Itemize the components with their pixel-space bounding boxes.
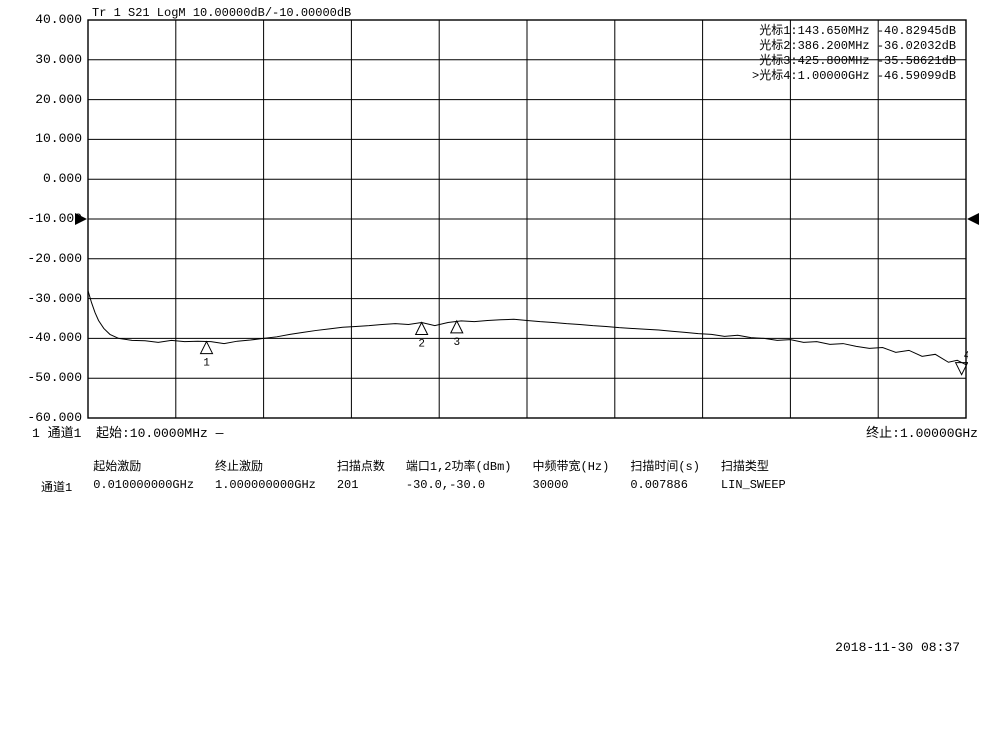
marker-line: 光标1:143.650MHz -40.82945dB xyxy=(752,24,956,39)
stop-freq: 终止:1.00000GHz xyxy=(866,422,978,441)
param-table: 起始激励终止激励扫描点数端口1,2功率(dBm)中频带宽(Hz)扫描时间(s)扫… xyxy=(38,454,806,498)
marker-line: 光标3:425.800MHz -35.58621dB xyxy=(752,54,956,69)
y-tick-label: -10.000 xyxy=(22,211,82,226)
param-header: 中频带宽(Hz) xyxy=(532,456,628,475)
y-tick-label: 0.000 xyxy=(22,171,82,186)
marker-line: 光标2:386.200MHz -36.02032dB xyxy=(752,39,956,54)
svg-text:4: 4 xyxy=(964,351,968,363)
y-tick-label: -20.000 xyxy=(22,251,82,266)
y-tick-label: -30.000 xyxy=(22,291,82,306)
param-header: 扫描时间(s) xyxy=(629,456,718,475)
ref-indicator-right xyxy=(966,212,980,226)
param-value: 1.000000000GHz xyxy=(214,477,334,496)
y-tick-label: 10.000 xyxy=(22,131,82,146)
y-tick-label: -50.000 xyxy=(22,370,82,385)
svg-text:3: 3 xyxy=(453,337,460,349)
param-header: 扫描类型 xyxy=(720,456,804,475)
param-value: 0.007886 xyxy=(629,477,718,496)
y-tick-label: 30.000 xyxy=(22,52,82,67)
start-freq: 起始:10.0000MHz — xyxy=(96,422,223,441)
param-header: 起始激励 xyxy=(92,456,212,475)
param-header: 扫描点数 xyxy=(336,456,403,475)
param-value: 0.010000000GHz xyxy=(92,477,212,496)
param-header: 端口1,2功率(dBm) xyxy=(405,456,530,475)
timestamp: 2018-11-30 08:37 xyxy=(835,640,960,655)
marker-line: >光标4:1.00000GHz -46.59099dB xyxy=(752,69,956,84)
param-value: -30.0,-30.0 xyxy=(405,477,530,496)
marker-readout: 光标1:143.650MHz -40.82945dB 光标2:386.200MH… xyxy=(752,24,956,84)
y-tick-label: -60.000 xyxy=(22,410,82,425)
svg-text:1: 1 xyxy=(203,358,210,370)
svg-text:2: 2 xyxy=(418,338,425,350)
param-value: LIN_SWEEP xyxy=(720,477,804,496)
y-tick-label: 20.000 xyxy=(22,92,82,107)
param-value: 30000 xyxy=(532,477,628,496)
param-header: 终止激励 xyxy=(214,456,334,475)
param-row-label: 通道1 xyxy=(40,477,90,496)
y-tick-label: 40.000 xyxy=(22,12,82,27)
y-tick-label: -40.000 xyxy=(22,330,82,345)
param-value: 201 xyxy=(336,477,403,496)
